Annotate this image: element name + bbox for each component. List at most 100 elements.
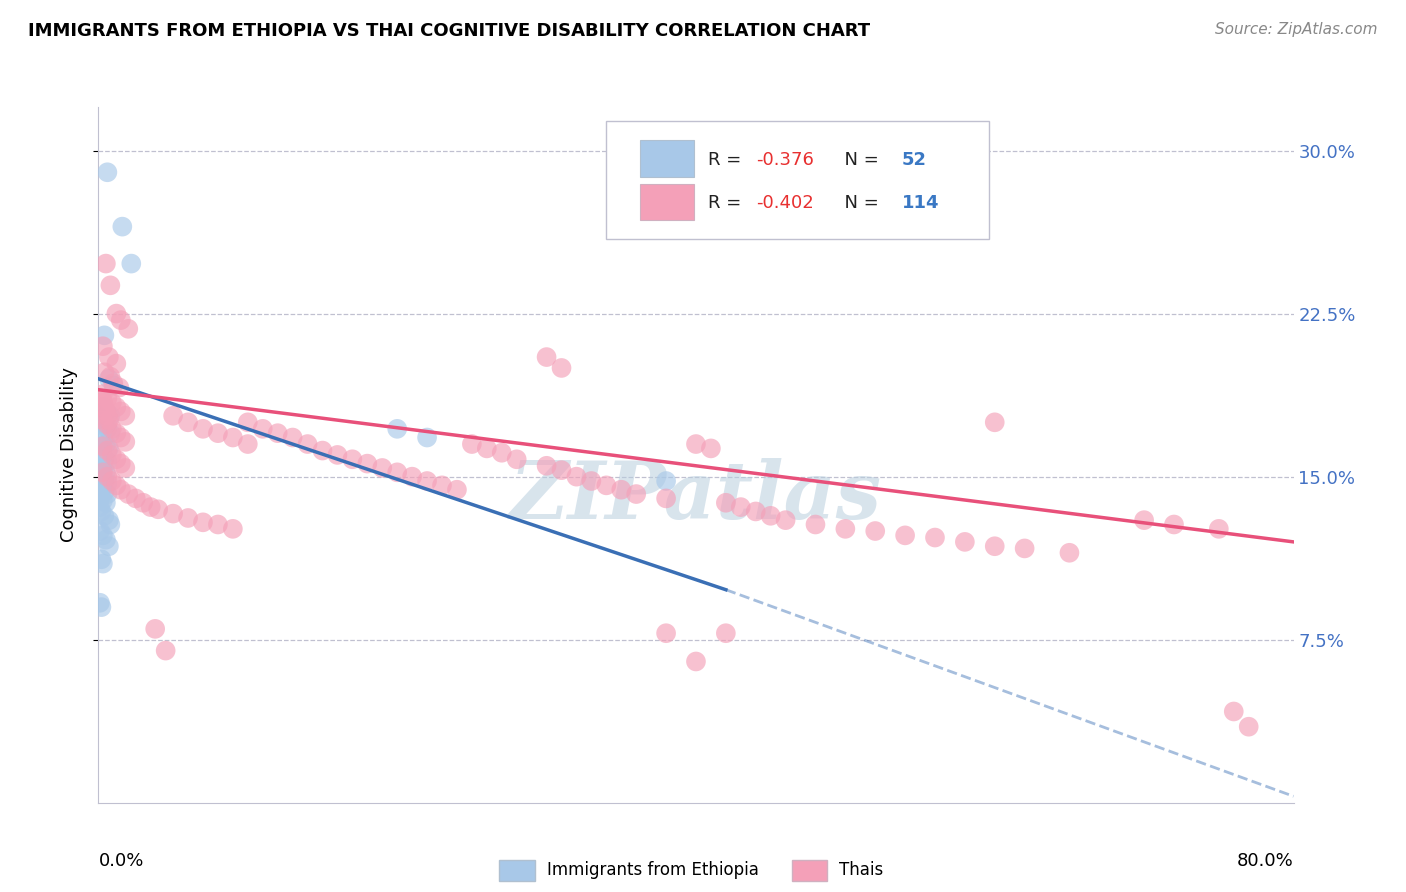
Point xyxy=(924,531,946,545)
Point xyxy=(93,400,115,414)
Point xyxy=(94,404,117,418)
Point xyxy=(125,491,148,506)
Point xyxy=(700,442,723,456)
Text: Thais: Thais xyxy=(839,862,883,880)
Point xyxy=(94,404,117,418)
Point xyxy=(111,219,134,234)
Point xyxy=(96,417,118,432)
Point xyxy=(94,496,117,510)
Point xyxy=(162,409,184,423)
Point xyxy=(108,380,131,394)
Point xyxy=(191,516,214,530)
FancyBboxPatch shape xyxy=(499,860,534,880)
Point xyxy=(267,426,290,441)
Point xyxy=(93,484,115,499)
FancyBboxPatch shape xyxy=(640,184,693,219)
Point xyxy=(207,517,229,532)
Point xyxy=(91,463,114,477)
Point xyxy=(506,452,529,467)
Point xyxy=(1133,513,1156,527)
Point xyxy=(97,413,120,427)
Point xyxy=(89,431,111,445)
Text: N =: N = xyxy=(834,151,884,169)
Point xyxy=(685,437,707,451)
Point xyxy=(89,481,111,495)
Point xyxy=(162,507,184,521)
Point xyxy=(91,400,114,414)
Point xyxy=(804,517,827,532)
Point xyxy=(101,396,124,410)
Point xyxy=(1237,720,1260,734)
Point xyxy=(222,522,245,536)
Point xyxy=(714,496,737,510)
Point xyxy=(96,469,118,483)
Point xyxy=(91,528,114,542)
Point xyxy=(297,437,319,451)
Point xyxy=(94,257,117,271)
Point xyxy=(1014,541,1036,556)
Text: 0.0%: 0.0% xyxy=(98,852,143,870)
Text: 80.0%: 80.0% xyxy=(1237,852,1294,870)
Point xyxy=(177,415,200,429)
Point xyxy=(491,446,513,460)
Point xyxy=(401,469,423,483)
Point xyxy=(117,487,139,501)
Point xyxy=(581,474,603,488)
Point xyxy=(97,372,120,386)
Point xyxy=(91,439,114,453)
Point xyxy=(385,422,409,436)
Point xyxy=(252,422,274,436)
Text: Immigrants from Ethiopia: Immigrants from Ethiopia xyxy=(547,862,758,880)
Text: R =: R = xyxy=(709,194,747,212)
Point xyxy=(96,443,118,458)
Point xyxy=(96,165,118,179)
Point xyxy=(120,257,142,271)
FancyBboxPatch shape xyxy=(606,121,988,239)
Text: R =: R = xyxy=(709,151,747,169)
Point xyxy=(191,422,214,436)
Point xyxy=(114,461,136,475)
Point xyxy=(745,504,768,518)
Point xyxy=(155,643,177,657)
Point xyxy=(90,600,112,615)
Point xyxy=(342,452,364,467)
Point xyxy=(356,457,378,471)
Point xyxy=(89,596,111,610)
Point xyxy=(105,400,128,414)
Text: 52: 52 xyxy=(901,151,927,169)
Point xyxy=(101,422,124,436)
Point xyxy=(93,508,115,523)
Point xyxy=(984,539,1007,553)
Point xyxy=(1059,546,1081,560)
Point xyxy=(91,557,114,571)
Point xyxy=(96,422,118,436)
Point xyxy=(101,474,124,488)
Point xyxy=(100,426,122,441)
Point xyxy=(110,313,132,327)
Point xyxy=(100,278,122,293)
Point xyxy=(96,476,118,491)
Point xyxy=(461,437,484,451)
Point xyxy=(97,442,120,456)
Point xyxy=(103,376,125,391)
Point xyxy=(96,409,118,423)
Point xyxy=(93,365,115,379)
Point xyxy=(110,404,132,418)
Point xyxy=(894,528,917,542)
Point xyxy=(177,511,200,525)
Y-axis label: Cognitive Disability: Cognitive Disability xyxy=(59,368,77,542)
Point xyxy=(103,378,125,392)
Point xyxy=(446,483,468,497)
Point xyxy=(90,483,112,497)
Point xyxy=(475,442,498,456)
Point xyxy=(100,369,122,384)
Point xyxy=(114,434,136,449)
Point xyxy=(91,466,114,480)
Point xyxy=(93,417,115,432)
Point xyxy=(93,452,115,467)
Point xyxy=(110,457,132,471)
Point xyxy=(105,307,128,321)
Text: 114: 114 xyxy=(901,194,939,212)
Text: N =: N = xyxy=(834,194,884,212)
Point xyxy=(89,446,111,460)
